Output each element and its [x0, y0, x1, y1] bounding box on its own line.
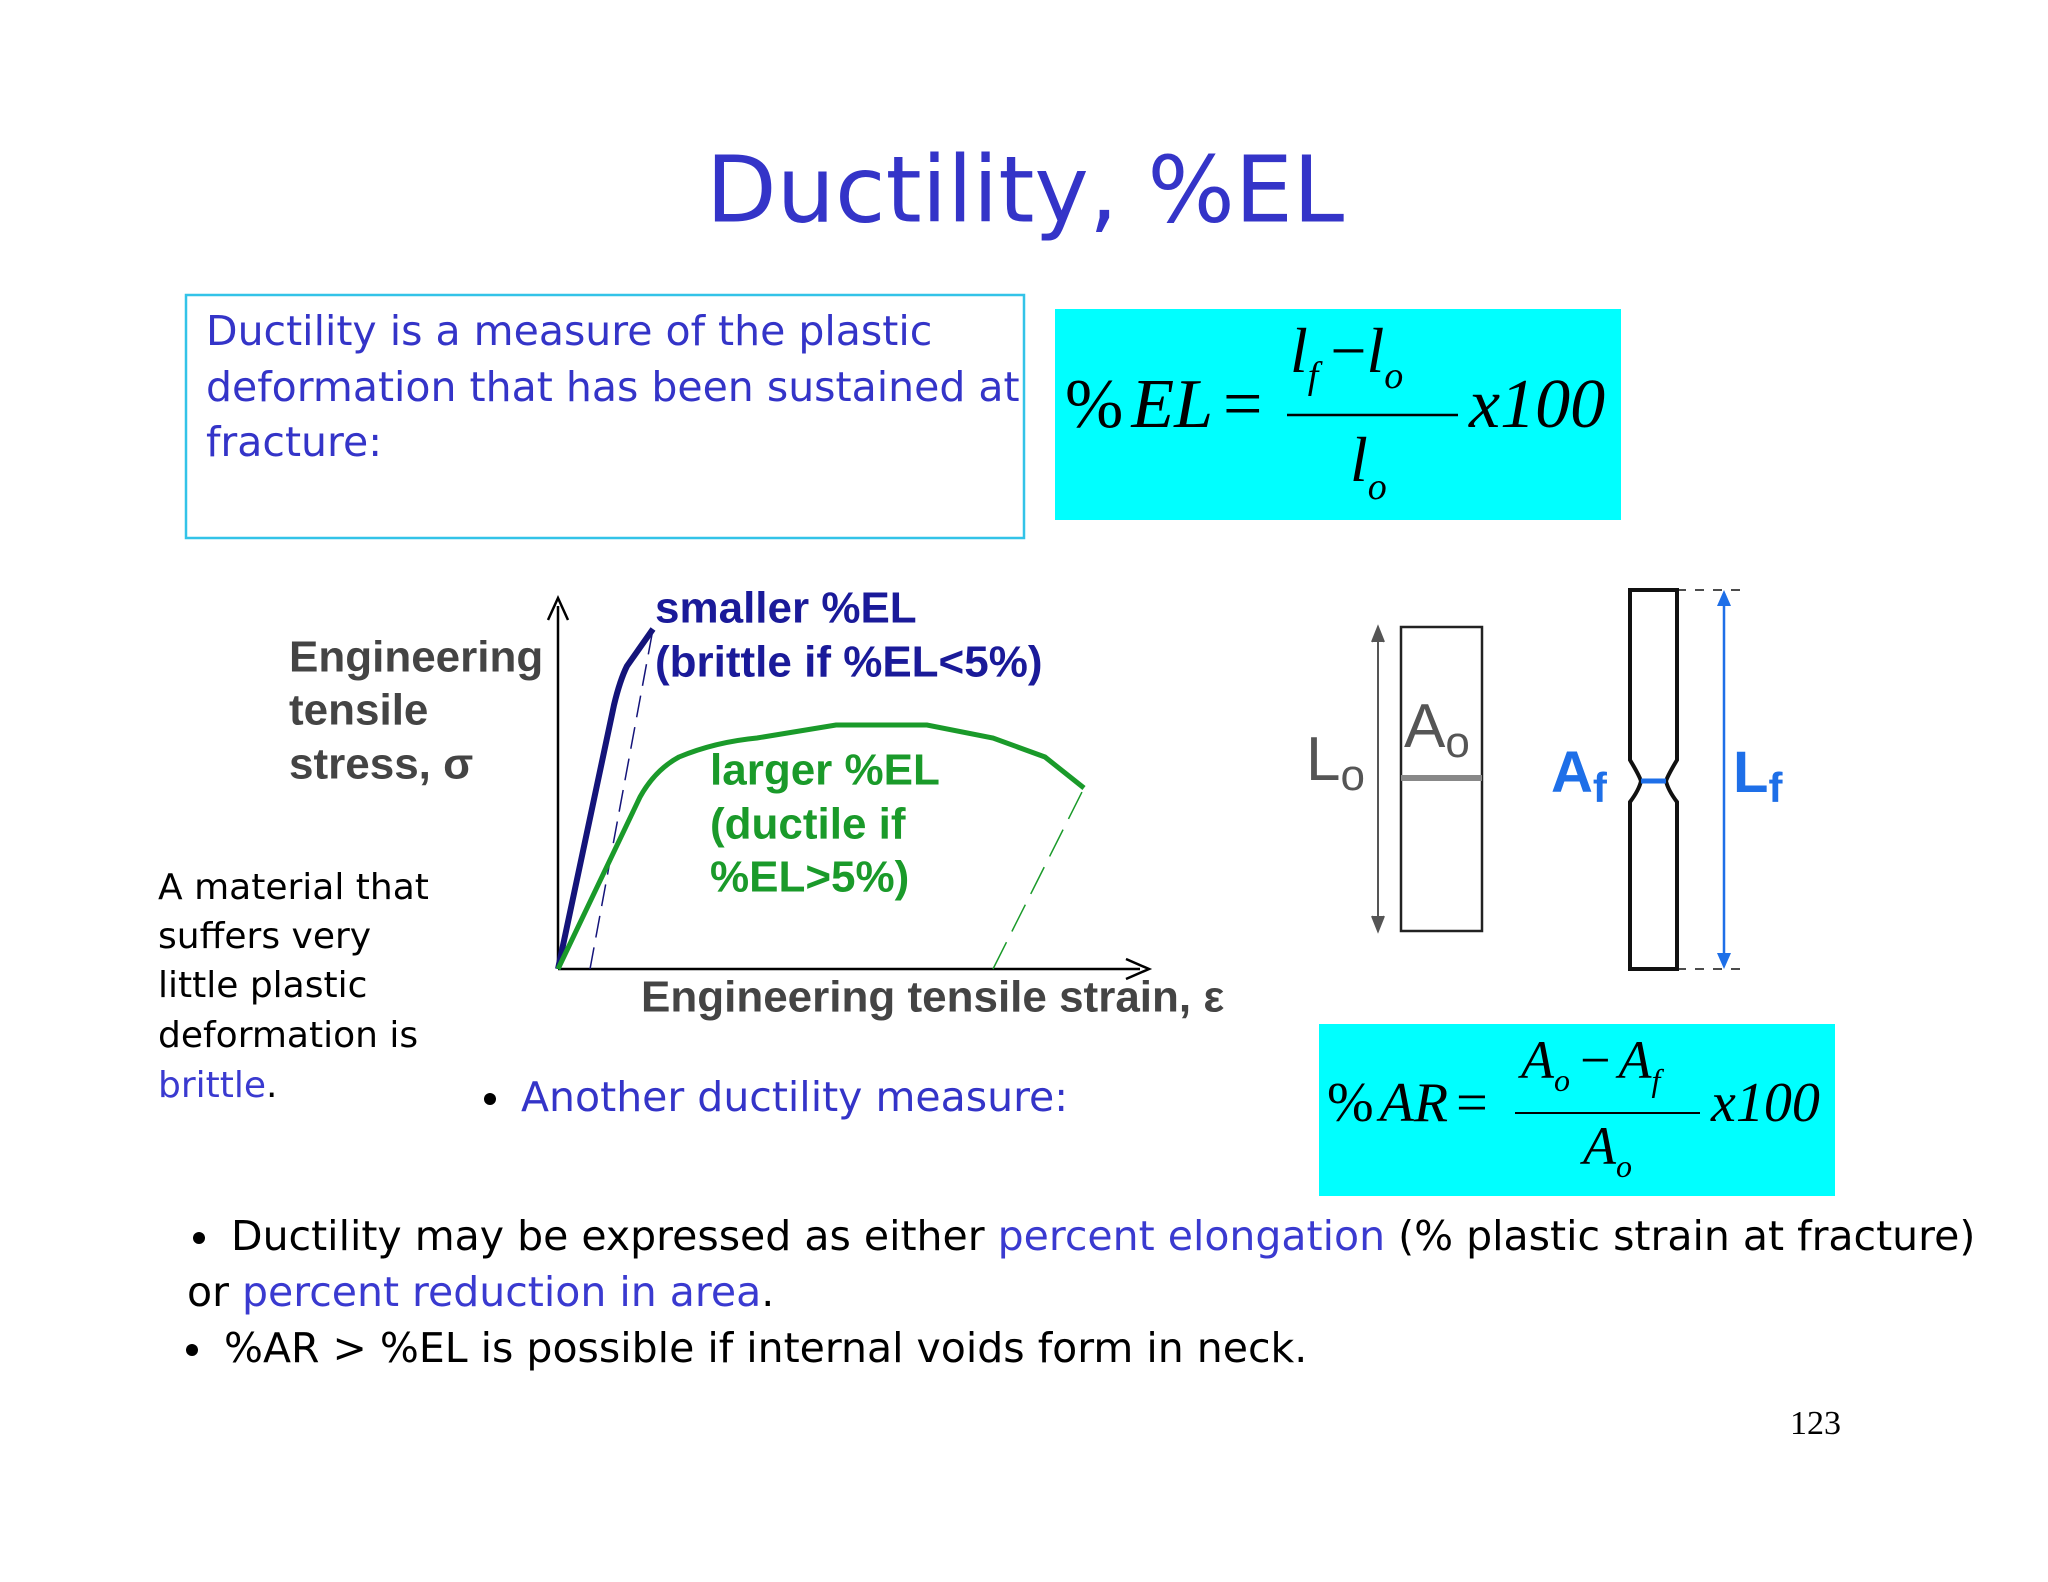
- x-axis-arrow: [1125, 957, 1153, 981]
- stress-strain-diagram: Engineering tensile stress, σ Engineerin…: [289, 584, 1224, 1022]
- side-note: A material that: [158, 867, 429, 908]
- y-axis-label: stress, σ: [289, 740, 473, 789]
- y-axis-label: tensile: [289, 686, 428, 735]
- bullet-text: %AR > %EL is possible if internal voids …: [224, 1324, 1307, 1372]
- brittle-label: (brittle if %EL<5%): [655, 638, 1043, 687]
- bullet: [193, 1232, 205, 1244]
- bullet: [484, 1093, 496, 1105]
- ductile-label: larger %EL: [710, 746, 940, 795]
- formula-ar-box: [1319, 1024, 1835, 1196]
- formula-el-factor: x100: [1468, 366, 1605, 443]
- side-note: suffers very: [158, 916, 371, 957]
- page-number: 123: [1790, 1405, 1841, 1442]
- brittle-label: smaller %EL: [655, 584, 917, 633]
- formula-el-numerator: lf −lo: [1290, 315, 1403, 397]
- definition-line: fracture:: [206, 418, 382, 466]
- formula-ar-factor: x100: [1710, 1072, 1820, 1134]
- formula-ar-lhs: % AR =: [1327, 1072, 1488, 1134]
- af-label: Af: [1551, 740, 1608, 811]
- bullet-text: or percent reduction in area.: [187, 1268, 774, 1316]
- another-measure: Another ductility measure:: [521, 1073, 1068, 1121]
- side-note: deformation is: [158, 1015, 418, 1056]
- brittle-unload: [589, 628, 654, 970]
- lo-label: Lo: [1306, 725, 1365, 799]
- bullet: [186, 1344, 198, 1356]
- formula-el-denominator: lo: [1350, 424, 1387, 508]
- side-note: brittle.: [158, 1065, 278, 1106]
- definition-line: Ductility is a measure of the plastic: [206, 307, 932, 355]
- lf-label: Lf: [1733, 740, 1783, 811]
- slide-title: Ductility, %EL: [706, 136, 1344, 243]
- ductile-label: (ductile if: [710, 800, 906, 849]
- formula-ar-denominator: Ao: [1580, 1116, 1632, 1184]
- y-axis-label: Engineering: [289, 633, 543, 682]
- x-axis-label: Engineering tensile strain, ε: [641, 973, 1224, 1022]
- lo-arrowheads: [1371, 624, 1385, 934]
- bullet-text: Ductility may be expressed as either per…: [231, 1212, 1975, 1260]
- y-axis-arrow: [546, 594, 570, 621]
- definition-line: deformation that has been sustained at: [206, 363, 1020, 411]
- ductile-label: %EL>5%): [710, 853, 909, 902]
- formula-ar-numerator: Ao − Af: [1518, 1030, 1664, 1098]
- brittle-curve: [555, 627, 656, 970]
- specimen-diagram: Lo Ao Af Lf: [1306, 588, 1783, 971]
- formula-el-lhs: % EL =: [1065, 366, 1263, 443]
- ao-label: Ao: [1404, 692, 1470, 766]
- definition-box: [184, 293, 1026, 540]
- ductile-unload: [992, 787, 1085, 970]
- ductile-curve: [555, 722, 1086, 971]
- side-note: little plastic: [158, 965, 367, 1006]
